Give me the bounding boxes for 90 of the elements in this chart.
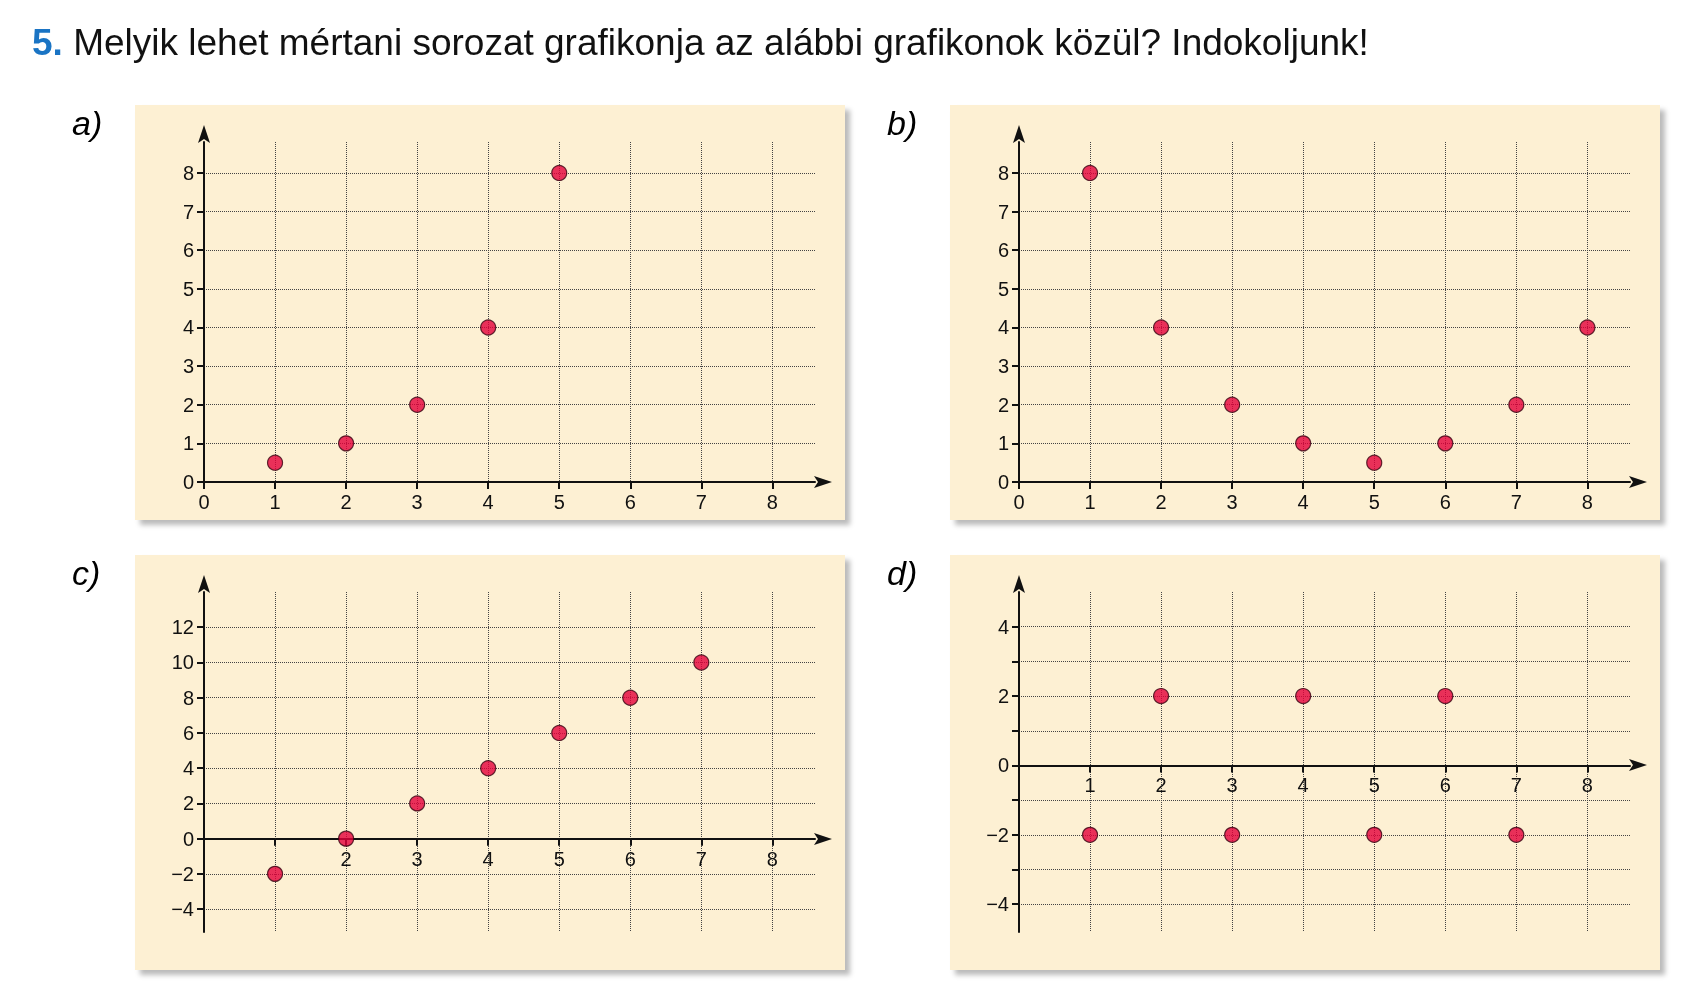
- y-tick-label: −4: [171, 898, 194, 921]
- x-tick-label: 8: [766, 847, 778, 870]
- y-tick-label: 8: [182, 686, 194, 709]
- y-tick-label: 0: [182, 827, 194, 850]
- x-tick-label: 2: [340, 847, 352, 870]
- x-tick-label: 5: [553, 847, 565, 870]
- point: [338, 435, 355, 452]
- x-tick-label: 5: [553, 491, 565, 513]
- x-tick-label: 1: [1084, 491, 1096, 513]
- point: [266, 454, 284, 471]
- y-tick-label: 0: [997, 471, 1009, 493]
- point: [1224, 396, 1241, 413]
- x-tick-label: 8: [1581, 774, 1593, 797]
- x-tick-label: 2: [1155, 774, 1167, 797]
- x-tick-label: 6: [624, 847, 636, 870]
- x-tick-label: 8: [766, 491, 778, 513]
- y-tick-label: 2: [997, 685, 1009, 708]
- point: [1295, 435, 1312, 452]
- y-tick-label: 4: [182, 316, 194, 339]
- point: [622, 689, 639, 706]
- y-tick-label: 4: [997, 316, 1009, 339]
- point: [409, 396, 426, 413]
- x-tick-label: 7: [1510, 491, 1522, 513]
- x-tick-label: 0: [198, 491, 210, 513]
- y-tick-label: 6: [997, 239, 1009, 262]
- y-tick-label: 0: [182, 471, 194, 493]
- x-tick-label: 6: [1439, 774, 1451, 797]
- point: [1366, 454, 1383, 471]
- x-tick-label: 6: [1439, 491, 1451, 513]
- x-tick-label: 7: [695, 847, 707, 870]
- x-tick-label: 3: [411, 491, 423, 513]
- chart-title: c): [72, 554, 101, 593]
- y-tick-label: 6: [182, 239, 194, 262]
- point: [266, 865, 284, 882]
- point: [1437, 435, 1454, 452]
- x-tick-label: 7: [695, 491, 707, 513]
- y-tick-label: −4: [986, 893, 1009, 916]
- chart-title: a): [72, 104, 103, 143]
- point: [1153, 319, 1170, 336]
- x-tick-label: 2: [1155, 491, 1167, 513]
- y-tick-label: 4: [997, 615, 1009, 638]
- x-tick-label: 8: [1581, 491, 1593, 513]
- y-tick-label: 7: [182, 200, 194, 223]
- point: [338, 830, 355, 847]
- x-tick-label: 5: [1368, 491, 1380, 513]
- y-tick-label: 5: [182, 277, 194, 300]
- y-tick-label: 2: [182, 792, 194, 815]
- x-tick-label: 4: [482, 847, 494, 870]
- point: [1579, 319, 1596, 336]
- x-tick-label: 4: [1297, 774, 1309, 797]
- x-tick-label: 7: [1510, 774, 1522, 797]
- y-tick-label: 2: [997, 393, 1009, 416]
- y-tick-label: 5: [997, 277, 1009, 300]
- point: [409, 795, 426, 812]
- y-tick-label: 1: [997, 432, 1009, 455]
- x-tick-label: 3: [411, 847, 423, 870]
- x-tick-label: 5: [1368, 774, 1380, 797]
- y-tick-label: 4: [182, 757, 194, 780]
- x-tick-label: 1: [269, 491, 281, 513]
- x-tick-label: 3: [1226, 774, 1238, 797]
- y-tick-label: 8: [182, 161, 194, 184]
- x-tick-label: 0: [1013, 491, 1025, 513]
- point: [693, 654, 710, 671]
- y-tick-label: 7: [997, 200, 1009, 223]
- point: [1508, 396, 1525, 413]
- x-tick-label: 2: [340, 491, 352, 513]
- x-tick-label: 1: [1084, 774, 1096, 797]
- chart-title: d): [887, 554, 918, 593]
- y-tick-label: 8: [997, 161, 1009, 184]
- text: 5. Melyik lehet mértani sorozat grafikonja az alábbi grafikonok közül? Indokoljunk!: [32, 22, 1369, 64]
- x-tick-label: 4: [1297, 491, 1309, 513]
- y-tick-label: 0: [997, 754, 1009, 777]
- point: [480, 319, 497, 336]
- y-tick-label: −2: [171, 862, 194, 885]
- y-tick-label: 10: [171, 651, 194, 674]
- point: [480, 760, 497, 777]
- y-tick-label: 3: [997, 355, 1009, 378]
- point: [551, 164, 568, 181]
- y-tick-label: 1: [182, 432, 194, 455]
- chart-title: b): [887, 104, 918, 143]
- point: [1081, 164, 1099, 181]
- y-tick-label: 12: [171, 616, 194, 639]
- y-tick-label: −2: [986, 823, 1009, 846]
- x-tick-label: 4: [482, 491, 494, 513]
- x-tick-label: 6: [624, 491, 636, 513]
- x-tick-label: 3: [1226, 491, 1238, 513]
- y-tick-label: 6: [182, 721, 194, 744]
- point: [551, 724, 568, 742]
- y-tick-label: 3: [182, 355, 194, 378]
- y-tick-label: 2: [182, 393, 194, 416]
